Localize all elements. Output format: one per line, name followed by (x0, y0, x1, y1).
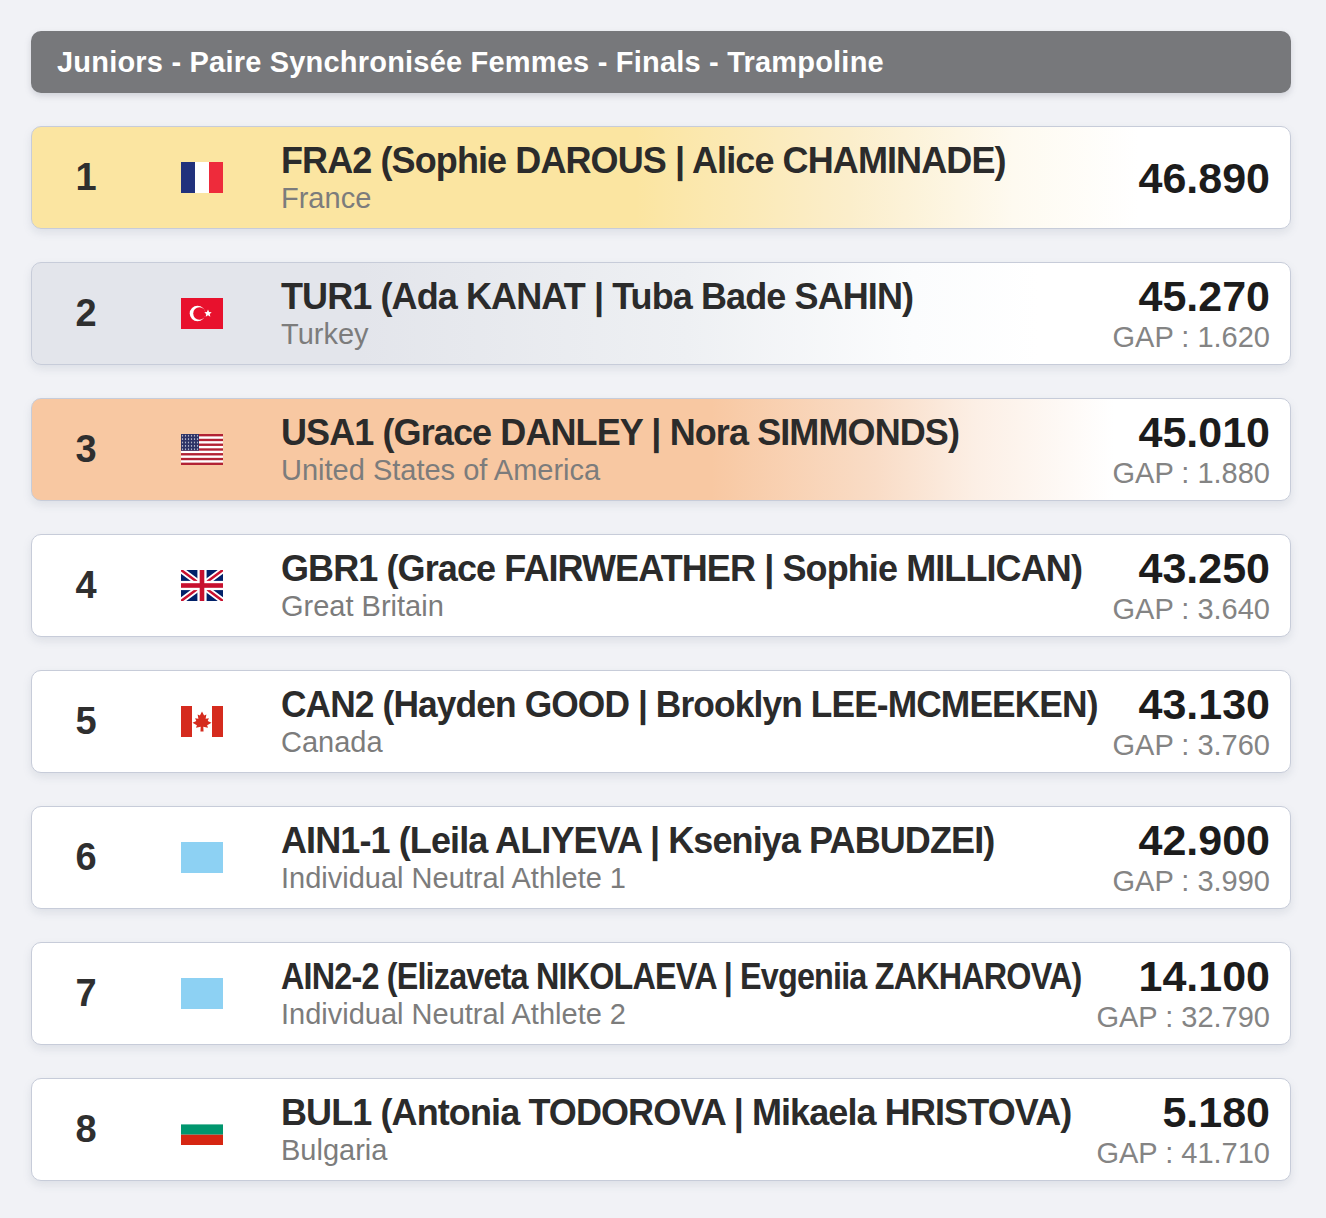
rank-number: 5 (32, 700, 140, 743)
total-score: 14.100 (1096, 953, 1270, 999)
result-row[interactable]: 8 BUL1 (Antonia TODOROVA | Mikaela HRIST… (31, 1078, 1291, 1181)
rank-number: 4 (32, 564, 140, 607)
bulgaria-flag-icon (181, 1114, 223, 1145)
team-code-and-athletes: AIN1-1 (Leila ALIYEVA | Kseniya PABUDZEI… (281, 821, 994, 861)
team-info: USA1 (Grace DANLEY | Nora SIMMONDS) Unit… (281, 413, 1113, 487)
country-name: Individual Neutral Athlete 2 (281, 997, 1081, 1031)
total-score: 5.180 (1096, 1089, 1270, 1135)
ain-flag-icon (181, 842, 223, 873)
score-block: 46.890 (1138, 155, 1290, 201)
rank-number: 2 (32, 292, 140, 335)
result-row[interactable]: 4 GBR1 (Grace FAIRWEATHER | Sophie MILLI… (31, 534, 1291, 637)
usa-flag-icon (181, 434, 223, 465)
gap-to-leader: GAP : 3.760 (1113, 727, 1270, 763)
country-name: Turkey (281, 317, 1098, 351)
score-block: 45.270 GAP : 1.620 (1113, 273, 1290, 355)
country-name: Canada (281, 725, 1098, 759)
gap-to-leader: GAP : 3.640 (1113, 591, 1270, 627)
team-code-and-athletes: TUR1 (Ada KANAT | Tuba Bade SAHIN) (281, 277, 913, 317)
score-block: 43.250 GAP : 3.640 (1113, 545, 1290, 627)
turkey-flag-icon (181, 298, 223, 329)
total-score: 45.270 (1113, 273, 1270, 319)
event-title: Juniors - Paire Synchronisée Femmes - Fi… (57, 46, 884, 79)
score-block: 5.180 GAP : 41.710 (1096, 1089, 1290, 1171)
country-name: Great Britain (281, 589, 1098, 623)
country-name: France (281, 181, 1123, 215)
team-info: CAN2 (Hayden GOOD | Brooklyn LEE-MCMEEKE… (281, 685, 1113, 759)
team-code-and-athletes: FRA2 (Sophie DAROUS | Alice CHAMINADE) (281, 141, 1006, 181)
team-code-and-athletes: GBR1 (Grace FAIRWEATHER | Sophie MILLICA… (281, 549, 1082, 589)
canada-flag-icon (181, 706, 223, 737)
result-row[interactable]: 3 USA1 (Grace DANLEY | Nora SIMMONDS) Un… (31, 398, 1291, 501)
gap-to-leader: GAP : 1.880 (1113, 455, 1270, 491)
team-info: GBR1 (Grace FAIRWEATHER | Sophie MILLICA… (281, 549, 1113, 623)
total-score: 45.010 (1113, 409, 1270, 455)
rank-number: 6 (32, 836, 140, 879)
result-row[interactable]: 7 AIN2-2 (Elizaveta NIKOLAEVA | Evgeniia… (31, 942, 1291, 1045)
country-name: Individual Neutral Athlete 1 (281, 861, 1098, 895)
france-flag-icon (181, 162, 223, 193)
result-row[interactable]: 1 FRA2 (Sophie DAROUS | Alice CHAMINADE)… (31, 126, 1291, 229)
score-block: 45.010 GAP : 1.880 (1113, 409, 1290, 491)
great-britain-flag-icon (181, 570, 223, 601)
rank-number: 8 (32, 1108, 140, 1151)
rank-number: 3 (32, 428, 140, 471)
total-score: 46.890 (1138, 155, 1270, 201)
event-title-bar: Juniors - Paire Synchronisée Femmes - Fi… (31, 31, 1291, 93)
rank-number: 7 (32, 972, 140, 1015)
team-info: BUL1 (Antonia TODOROVA | Mikaela HRISTOV… (281, 1093, 1096, 1167)
results-page: Juniors - Paire Synchronisée Femmes - Fi… (31, 31, 1291, 1181)
country-name: Bulgaria (281, 1133, 1081, 1167)
result-row[interactable]: 5 CAN2 (Hayden GOOD | Brooklyn LEE-MCMEE… (31, 670, 1291, 773)
score-block: 42.900 GAP : 3.990 (1113, 817, 1290, 899)
team-code-and-athletes: AIN2-2 (Elizaveta NIKOLAEVA | Evgeniia Z… (281, 957, 1082, 997)
total-score: 43.250 (1113, 545, 1270, 591)
total-score: 42.900 (1113, 817, 1270, 863)
result-row[interactable]: 2 TUR1 (Ada KANAT | Tuba Bade SAHIN) Tur… (31, 262, 1291, 365)
team-info: TUR1 (Ada KANAT | Tuba Bade SAHIN) Turke… (281, 277, 1113, 351)
team-code-and-athletes: BUL1 (Antonia TODOROVA | Mikaela HRISTOV… (281, 1093, 1071, 1133)
total-score: 43.130 (1113, 681, 1270, 727)
gap-to-leader: GAP : 1.620 (1113, 319, 1270, 355)
gap-to-leader: GAP : 32.790 (1096, 999, 1270, 1035)
results-list: 1 FRA2 (Sophie DAROUS | Alice CHAMINADE)… (31, 126, 1291, 1181)
team-info: AIN1-1 (Leila ALIYEVA | Kseniya PABUDZEI… (281, 821, 1113, 895)
gap-to-leader: GAP : 41.710 (1096, 1135, 1270, 1171)
team-info: FRA2 (Sophie DAROUS | Alice CHAMINADE) F… (281, 141, 1138, 215)
team-code-and-athletes: CAN2 (Hayden GOOD | Brooklyn LEE-MCMEEKE… (281, 685, 1098, 725)
rank-number: 1 (32, 156, 140, 199)
country-name: United States of America (281, 453, 1098, 487)
ain-flag-icon (181, 978, 223, 1009)
result-row[interactable]: 6 AIN1-1 (Leila ALIYEVA | Kseniya PABUDZ… (31, 806, 1291, 909)
score-block: 14.100 GAP : 32.790 (1096, 953, 1290, 1035)
gap-to-leader: GAP : 3.990 (1113, 863, 1270, 899)
team-info: AIN2-2 (Elizaveta NIKOLAEVA | Evgeniia Z… (281, 957, 1096, 1031)
team-code-and-athletes: USA1 (Grace DANLEY | Nora SIMMONDS) (281, 413, 959, 453)
score-block: 43.130 GAP : 3.760 (1113, 681, 1290, 763)
